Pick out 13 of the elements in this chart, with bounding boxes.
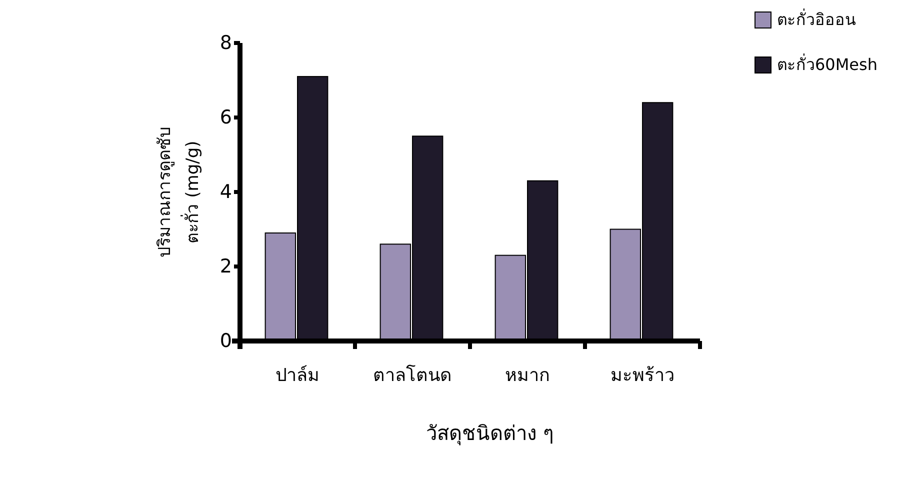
- y-tick-label: 2: [220, 256, 232, 278]
- x-tick-label: ปาล์ม: [276, 365, 320, 386]
- y-tick-label: 6: [220, 106, 232, 128]
- y-tick-label: 4: [220, 181, 232, 203]
- x-axis-title: วัสดุชนิดต่าง ๆ: [426, 421, 554, 446]
- y-tick-label: 8: [220, 32, 232, 54]
- x-tick-label: มะพร้าว: [610, 365, 674, 386]
- y-tick-label: 0: [220, 330, 232, 352]
- legend-label: ตะกั่วอิออน: [777, 8, 856, 29]
- x-tick-label: หมาก: [505, 365, 550, 386]
- legend-label: ตะกั่ว60Mesh: [777, 53, 878, 74]
- x-tick-label: ตาลโตนด: [373, 364, 452, 386]
- y-axis-title: ปริมาณการดูดซับ ตะกั่ว (mg/g): [155, 126, 203, 258]
